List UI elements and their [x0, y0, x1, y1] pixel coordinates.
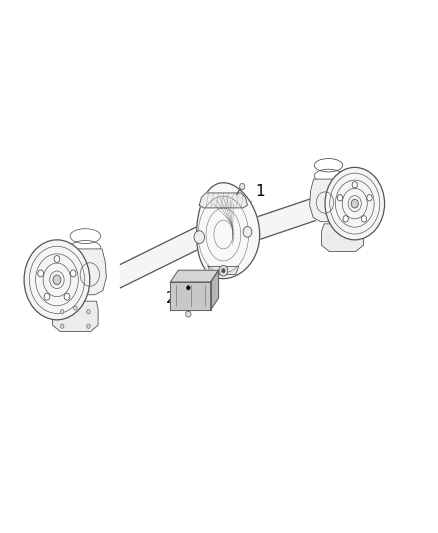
- Polygon shape: [170, 282, 211, 310]
- Circle shape: [361, 216, 367, 222]
- Polygon shape: [170, 270, 219, 282]
- Polygon shape: [73, 249, 106, 295]
- Circle shape: [24, 240, 90, 320]
- Polygon shape: [120, 225, 199, 288]
- Polygon shape: [199, 193, 247, 208]
- Circle shape: [60, 310, 64, 314]
- Circle shape: [186, 311, 191, 317]
- Circle shape: [351, 199, 358, 208]
- Circle shape: [87, 310, 90, 314]
- Polygon shape: [197, 183, 260, 279]
- Polygon shape: [42, 296, 45, 306]
- Circle shape: [240, 183, 245, 190]
- Circle shape: [187, 286, 190, 290]
- Circle shape: [243, 227, 252, 237]
- Circle shape: [222, 269, 225, 273]
- Circle shape: [64, 293, 70, 300]
- Circle shape: [352, 182, 357, 188]
- Polygon shape: [310, 179, 340, 222]
- Polygon shape: [321, 224, 364, 252]
- Circle shape: [54, 256, 60, 263]
- Circle shape: [38, 270, 43, 277]
- Circle shape: [219, 265, 228, 276]
- Circle shape: [60, 324, 64, 328]
- Circle shape: [343, 216, 348, 222]
- Circle shape: [71, 270, 76, 277]
- Polygon shape: [46, 296, 49, 306]
- Text: 2: 2: [166, 289, 186, 306]
- Circle shape: [325, 167, 385, 240]
- Circle shape: [44, 293, 50, 300]
- Polygon shape: [247, 197, 315, 244]
- Circle shape: [337, 195, 343, 201]
- Circle shape: [367, 195, 372, 201]
- Polygon shape: [211, 270, 219, 310]
- Text: 1: 1: [236, 184, 265, 216]
- Polygon shape: [53, 301, 98, 332]
- Polygon shape: [208, 266, 239, 274]
- Circle shape: [87, 324, 90, 328]
- Polygon shape: [50, 296, 54, 306]
- Circle shape: [194, 231, 205, 244]
- Circle shape: [53, 275, 61, 285]
- Circle shape: [74, 306, 77, 310]
